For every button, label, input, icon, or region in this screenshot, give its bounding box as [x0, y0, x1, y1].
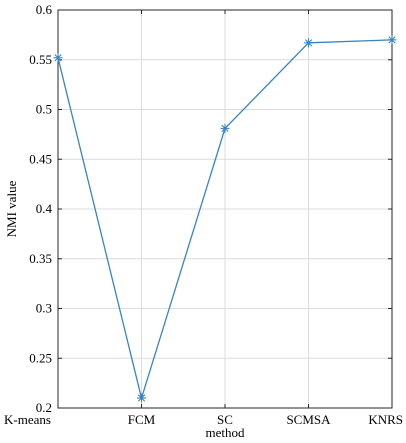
- y-axis-label: NMI value: [4, 180, 19, 237]
- y-tick-label: 0.5: [36, 102, 52, 117]
- x-tick-label: KNRS: [368, 412, 403, 427]
- data-point-marker: [220, 123, 230, 133]
- x-tick-label: FCM: [128, 412, 156, 427]
- tick-labels: 0.2 0.25 0.3 0.35 0.4 0.45 0.5 0.55 0.6 K-means FC…: [4, 2, 403, 427]
- y-tick-label: 0.35: [29, 251, 52, 266]
- data-point-marker: [387, 35, 397, 45]
- data-point-marker: [53, 53, 63, 63]
- data-point-marker: [137, 393, 146, 403]
- axis-ticks: [57, 9, 393, 409]
- x-axis-label: method: [206, 425, 245, 440]
- y-tick-label: 0.6: [36, 2, 53, 17]
- y-tick-label: 0.3: [36, 301, 52, 316]
- x-tick-label: K-means: [4, 412, 51, 427]
- grid-lines: [57, 9, 393, 409]
- data-point-marker: [304, 38, 313, 48]
- data-markers: [53, 35, 397, 403]
- x-tick-label: SC: [217, 412, 233, 427]
- y-tick-label: 0.55: [29, 52, 52, 67]
- y-tick-label: 0.4: [36, 201, 53, 216]
- y-tick-label: 0.2: [36, 400, 52, 415]
- y-tick-label: 0.45: [29, 151, 52, 166]
- x-tick-label: SCMSA: [286, 412, 331, 427]
- y-tick-label: 0.25: [29, 350, 52, 365]
